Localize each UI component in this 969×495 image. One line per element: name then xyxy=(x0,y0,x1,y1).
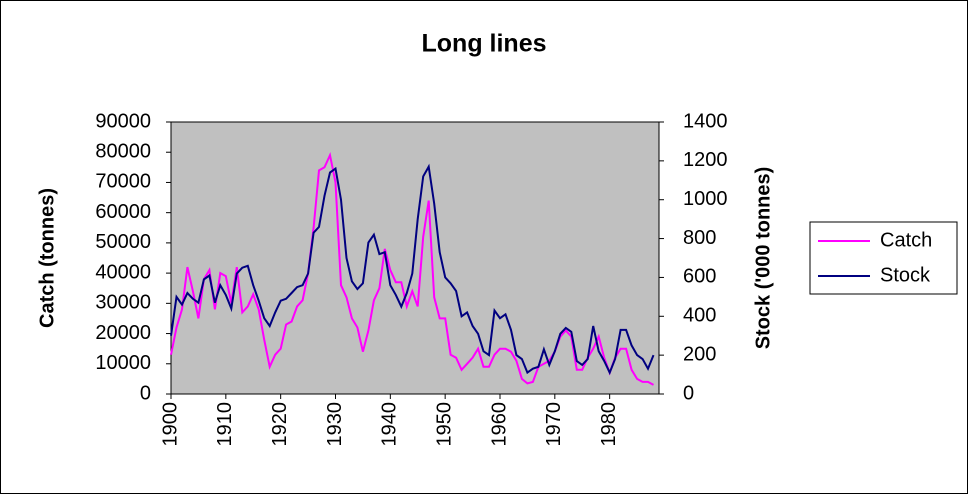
y2-tick-label: 0 xyxy=(683,382,694,404)
x-tick-label: 1980 xyxy=(598,402,620,447)
y-tick-label: 60000 xyxy=(95,201,151,223)
x-tick-label: 1940 xyxy=(379,402,401,447)
x-tick-label: 1950 xyxy=(433,402,455,447)
y2-axis-title: Stock ('000 tonnes) xyxy=(752,167,774,350)
x-tick-label: 1900 xyxy=(159,402,181,447)
legend-label: Stock xyxy=(880,264,931,286)
series-line xyxy=(170,151,654,386)
x-tick-label: 1930 xyxy=(324,402,346,447)
legend-label: Catch xyxy=(880,229,932,251)
x-tick-label: 1910 xyxy=(214,402,236,447)
y2-tick-label: 600 xyxy=(683,266,716,288)
x-tick-label: 1960 xyxy=(488,402,510,447)
x-tick-label: 1970 xyxy=(543,402,565,447)
y-tick-label: 70000 xyxy=(95,171,151,193)
legend xyxy=(809,221,958,295)
y2-tick-label: 1200 xyxy=(683,149,728,171)
y-tick-label: 20000 xyxy=(95,322,151,344)
plot-area xyxy=(170,121,660,395)
x-tick-label: 1920 xyxy=(269,402,291,447)
y2-tick-label: 1000 xyxy=(683,188,728,210)
y2-tick-label: 800 xyxy=(683,227,716,249)
y-tick-label: 50000 xyxy=(95,231,151,253)
chart-title: Long lines xyxy=(422,30,547,58)
y2-tick-label: 200 xyxy=(683,343,716,365)
y2-tick-label: 1400 xyxy=(683,110,728,132)
y-tick-label: 40000 xyxy=(95,261,151,283)
y-tick-label: 90000 xyxy=(95,110,151,132)
y2-tick-label: 400 xyxy=(683,305,716,327)
y-tick-label: 0 xyxy=(140,382,151,404)
y-tick-label: 80000 xyxy=(95,141,151,163)
y-axis-title: Catch (tonnes) xyxy=(36,188,58,328)
series-line xyxy=(170,163,655,376)
y-tick-label: 10000 xyxy=(95,352,151,374)
y-tick-label: 30000 xyxy=(95,292,151,314)
